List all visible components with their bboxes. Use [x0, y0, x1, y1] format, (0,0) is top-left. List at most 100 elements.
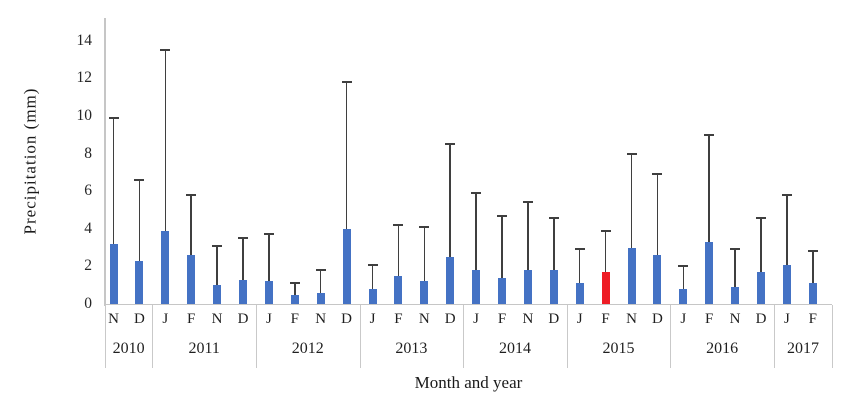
month-label-2016-F: F — [705, 311, 714, 327]
month-label-2015-F: F — [601, 311, 610, 327]
month-label-2013-D: D — [444, 311, 456, 327]
error-bar-cap-2011-J — [160, 49, 171, 52]
bar-2013-N — [420, 281, 429, 304]
year-label-2010: 2010 — [112, 340, 145, 357]
error-bar-2013-J — [371, 264, 374, 289]
bar-2012-F — [290, 294, 299, 304]
error-bar-2015-F — [604, 230, 607, 273]
bar-2010-N — [109, 243, 118, 304]
y-tick-label: 8 — [84, 144, 92, 162]
month-label-2015-N: N — [626, 311, 637, 327]
bar-2016-F — [705, 241, 714, 304]
bar-2017-J — [782, 264, 791, 304]
error-bar-2015-D — [656, 174, 659, 256]
error-bar-cap-2015-J — [574, 248, 585, 251]
error-bar-2010-N — [112, 117, 115, 244]
error-bar-cap-2011-D — [238, 237, 248, 240]
bar-2014-N — [523, 270, 532, 304]
bar-2013-J — [368, 288, 377, 304]
error-bar-2011-D — [242, 238, 244, 280]
bar-2015-F — [601, 272, 610, 304]
year-divider — [359, 305, 361, 368]
error-bar-2014-D — [553, 217, 555, 271]
error-bar-cap-2016-F — [704, 133, 715, 136]
year-divider — [255, 305, 257, 368]
year-divider — [105, 305, 106, 368]
month-label-2011-F: F — [187, 311, 196, 327]
bar-2013-D — [446, 257, 455, 304]
month-label-2011-D: D — [237, 311, 249, 327]
year-divider — [773, 305, 775, 368]
error-bar-2013-N — [423, 226, 426, 282]
year-label-2013: 2013 — [395, 340, 428, 357]
error-bar-cap-2012-F — [289, 282, 300, 285]
error-bar-cap-2013-N — [419, 225, 430, 228]
error-bar-2017-J — [786, 194, 788, 265]
bar-2012-D — [342, 228, 351, 304]
bar-2011-N — [213, 285, 222, 304]
error-bar-2015-J — [578, 249, 581, 284]
bar-2016-N — [731, 287, 740, 304]
y-tick-label: 12 — [76, 69, 93, 87]
y-tick-label: 4 — [84, 219, 92, 237]
month-label-2010-N: N — [108, 311, 119, 327]
month-label-2017-F: F — [808, 311, 817, 327]
month-label-2012-N: N — [315, 311, 327, 327]
month-label-2013-F: F — [394, 311, 403, 327]
error-bar-2016-N — [734, 249, 736, 288]
error-bar-2012-N — [319, 270, 322, 293]
year-label-2012: 2012 — [291, 340, 324, 357]
error-bar-2014-F — [501, 215, 503, 278]
error-bar-cap-2014-J — [471, 192, 482, 195]
month-label-2011-J: J — [162, 311, 169, 327]
error-bar-2017-F — [812, 251, 814, 284]
year-label-2011: 2011 — [188, 340, 220, 357]
error-bar-cap-2010-D — [134, 178, 145, 181]
error-bar-2016-F — [708, 134, 710, 242]
error-bar-cap-2013-F — [393, 224, 404, 227]
bar-2013-F — [394, 275, 403, 304]
y-tick-label: 6 — [84, 182, 92, 200]
month-label-2014-F: F — [497, 311, 507, 327]
year-label-2017: 2017 — [786, 340, 819, 357]
month-label-2013-J: J — [369, 311, 376, 327]
error-bar-cap-2012-J — [263, 233, 274, 236]
year-divider — [152, 305, 154, 368]
error-bar-cap-2014-D — [548, 216, 559, 219]
month-label-2016-D: D — [755, 311, 767, 327]
y-axis-title: Precipitation (mm) — [20, 87, 40, 235]
year-divider — [670, 305, 672, 368]
error-bar-2016-D — [760, 217, 762, 273]
error-bar-cap-2016-J — [678, 265, 689, 268]
bar-2016-D — [757, 272, 765, 304]
error-bar-cap-2014-N — [522, 201, 533, 204]
month-label-2016-N: N — [729, 311, 741, 327]
error-bar-cap-2015-N — [626, 152, 637, 155]
error-bar-2011-J — [164, 50, 167, 231]
bar-2011-D — [239, 279, 247, 304]
month-label-2014-D: D — [548, 311, 560, 327]
month-label-2010-D: D — [133, 311, 145, 327]
month-label-2016-J: J — [680, 311, 687, 327]
bar-2012-J — [264, 281, 273, 304]
error-bar-cap-2012-N — [315, 269, 326, 272]
error-bar-2013-D — [449, 144, 451, 257]
y-tick-label: 2 — [84, 257, 92, 275]
month-label-2017-J: J — [783, 311, 790, 327]
y-tick-label: 14 — [76, 31, 93, 49]
error-bar-2012-F — [294, 283, 296, 295]
x-axis-title: Month and year — [414, 373, 523, 392]
error-bar-cap-2014-F — [497, 214, 507, 217]
error-bar-cap-2017-J — [781, 193, 792, 196]
error-bar-2013-F — [397, 225, 400, 276]
error-bar-cap-2011-N — [212, 244, 223, 247]
error-bar-cap-2013-J — [367, 263, 378, 266]
month-label-2015-J: J — [576, 311, 583, 327]
error-bar-cap-2013-D — [445, 143, 456, 146]
error-bar-2015-N — [630, 153, 633, 248]
month-label-2011-N: N — [211, 311, 223, 327]
error-bar-cap-2012-D — [341, 81, 352, 84]
error-bar-2012-D — [345, 82, 348, 229]
bar-2014-D — [549, 270, 558, 304]
